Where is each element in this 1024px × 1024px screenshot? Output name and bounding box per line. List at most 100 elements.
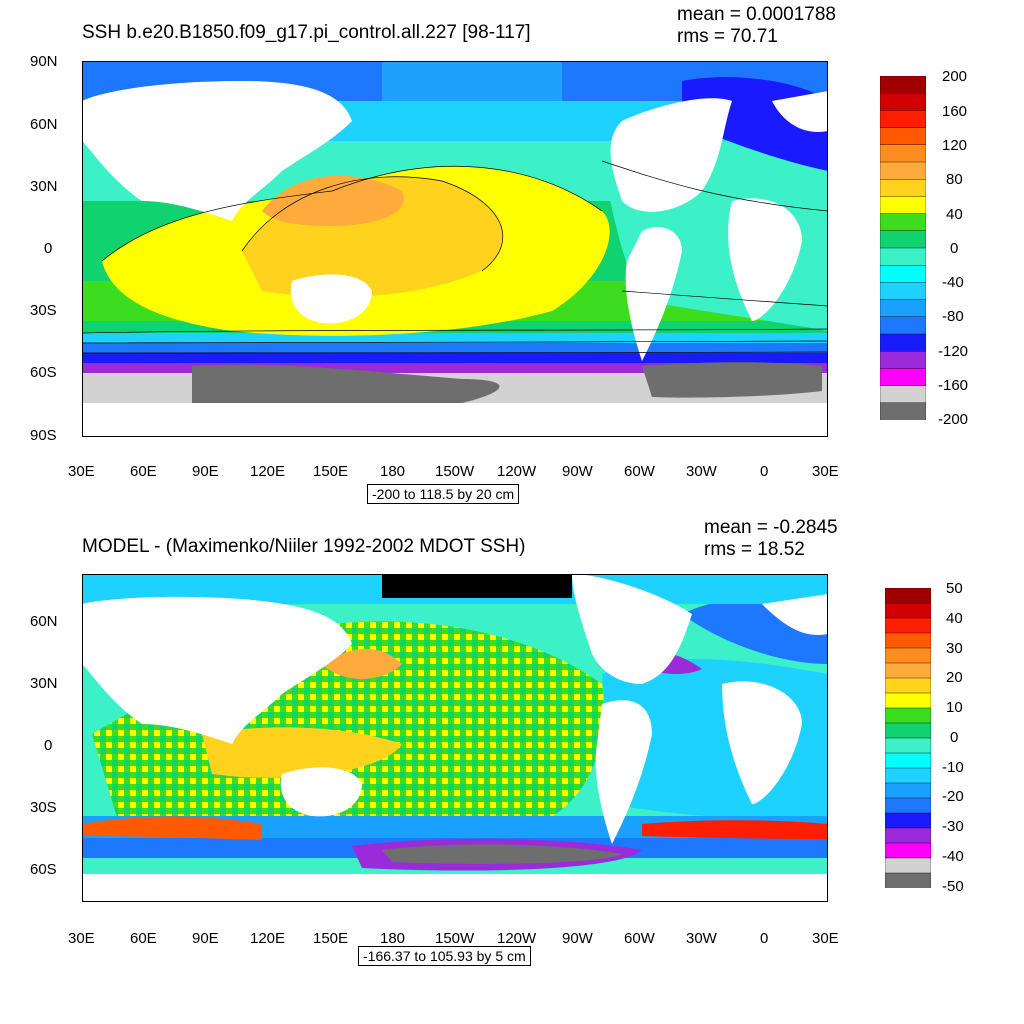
panel2-colorbar	[885, 588, 931, 888]
band-s90	[82, 403, 828, 437]
colorbar-swatch	[885, 842, 931, 859]
arctic-anomaly	[382, 574, 572, 598]
colorbar-swatch	[880, 368, 926, 387]
panel1-cbar-label: 80	[946, 171, 963, 188]
colorbar-swatch	[885, 737, 931, 754]
band-s62	[82, 363, 828, 373]
panel1-map	[82, 61, 828, 437]
panel2-range-label: -166.37 to 105.93 by 5 cm	[358, 946, 531, 966]
panel1-ylabel-0: 0	[44, 240, 53, 257]
colorbar-swatch	[885, 722, 931, 739]
panel2-rms: rms = 18.52	[704, 539, 805, 560]
panel2-ylabel-0: 0	[44, 737, 53, 754]
land-north-america	[572, 574, 692, 684]
panel2-xlabel: 90E	[192, 930, 219, 947]
panel1-xlabel: 150W	[435, 463, 475, 480]
colorbar-swatch	[885, 812, 931, 829]
panel1-mean: mean = 0.0001788	[677, 4, 836, 25]
panel2-cbar-label: -40	[942, 848, 964, 865]
panel2-xlabel: 60W	[624, 930, 655, 947]
colorbar-swatch	[885, 707, 931, 724]
panel1-xlabel: 120W	[497, 463, 537, 480]
antarctica-east	[192, 364, 500, 403]
panel1-cbar-label: -40	[942, 274, 964, 291]
panel1-cbar-label: -80	[942, 308, 964, 325]
land-south-america	[595, 700, 652, 844]
colorbar-swatch	[880, 247, 926, 266]
panel2-xlabel: 120E	[250, 930, 286, 947]
panel1-range-label: -200 to 118.5 by 20 cm	[367, 484, 520, 504]
panel2-xlabel: 120W	[497, 930, 537, 947]
colorbar-swatch	[880, 264, 926, 283]
land-north-america	[610, 98, 732, 212]
panel1-xlabel: 30W	[686, 463, 717, 480]
contour-line	[101, 166, 603, 262]
panel2-ylabel-30s: 30S	[30, 799, 57, 816]
panel1-cbar-label: 200	[942, 68, 968, 85]
panel1-cbar-label: 40	[946, 206, 963, 223]
panel2-cbar-label: -50	[942, 878, 964, 895]
colorbar-swatch	[885, 602, 931, 619]
panel1-frame	[82, 61, 828, 437]
panel1-xlabel: 0	[760, 463, 769, 480]
panel2-xlabel: 0	[760, 930, 769, 947]
colorbar-swatch	[885, 752, 931, 769]
panel1-xlabel: 150E	[313, 463, 349, 480]
colorbar-swatch	[880, 299, 926, 318]
panel1-ylabel-90n: 90N	[30, 53, 58, 70]
panel1-cbar-label: 120	[942, 137, 968, 154]
colorbar-swatch	[880, 282, 926, 301]
colorbar-swatch	[880, 351, 926, 370]
colorbar-swatch	[880, 127, 926, 146]
panel1-ylabel-60s: 60S	[30, 364, 57, 381]
panel2-xlabel: 90W	[562, 930, 593, 947]
colorbar-swatch	[885, 677, 931, 694]
south-atlantic-anomaly	[642, 820, 828, 839]
panel2-xlabel: 60E	[130, 930, 157, 947]
panel1-xlabel: 60E	[130, 463, 157, 480]
land-europe	[772, 91, 828, 132]
panel2-cbar-label: 50	[946, 580, 963, 597]
land-antarctica	[82, 874, 828, 902]
panel2-ylabel-60n: 60N	[30, 613, 58, 630]
panel1-ylabel-90s: 90S	[30, 427, 57, 444]
colorbar-swatch	[885, 767, 931, 784]
panel1-xlabel: 90W	[562, 463, 593, 480]
antarctica-west	[642, 362, 822, 398]
colorbar-swatch	[880, 144, 926, 163]
colorbar-swatch	[880, 402, 926, 420]
panel2-cbar-label: -20	[942, 788, 964, 805]
contour-line	[621, 290, 828, 307]
colorbar-swatch	[885, 662, 931, 679]
panel1-xlabel: 30E	[68, 463, 95, 480]
band-s55	[82, 343, 828, 353]
panel2-cbar-label: 10	[946, 699, 963, 716]
panel1-cbar-label: 160	[942, 103, 968, 120]
colorbar-swatch	[880, 110, 926, 129]
panel2-xlabel: 150W	[435, 930, 475, 947]
colorbar-swatch	[885, 782, 931, 799]
colorbar-swatch	[885, 827, 931, 844]
colorbar-swatch	[880, 93, 926, 112]
panel2-cbar-label: -10	[942, 759, 964, 776]
panel2-cbar-label: 0	[950, 729, 959, 746]
panel2-xlabel: 150E	[313, 930, 349, 947]
panel2-cbar-label: 30	[946, 640, 963, 657]
panel1-xlabel: 120E	[250, 463, 286, 480]
panel1-xlabel: 60W	[624, 463, 655, 480]
colorbar-swatch	[880, 385, 926, 404]
panel1-cbar-label: -200	[938, 411, 969, 428]
band-s58	[82, 353, 828, 363]
colorbar-swatch	[885, 857, 931, 874]
panel1-ylabel-60n: 60N	[30, 116, 58, 133]
panel1-rms: rms = 70.71	[677, 26, 778, 47]
land-africa	[722, 681, 802, 804]
agulhas-anomaly	[82, 816, 262, 840]
panel2-cbar-label: 20	[946, 669, 963, 686]
panel2-title: MODEL - (Maximenko/Niiler 1992-2002 MDOT…	[82, 536, 526, 557]
panel1-xlabel: 90E	[192, 463, 219, 480]
colorbar-swatch	[880, 230, 926, 249]
colorbar-swatch	[880, 196, 926, 215]
panel2-frame	[82, 574, 828, 902]
